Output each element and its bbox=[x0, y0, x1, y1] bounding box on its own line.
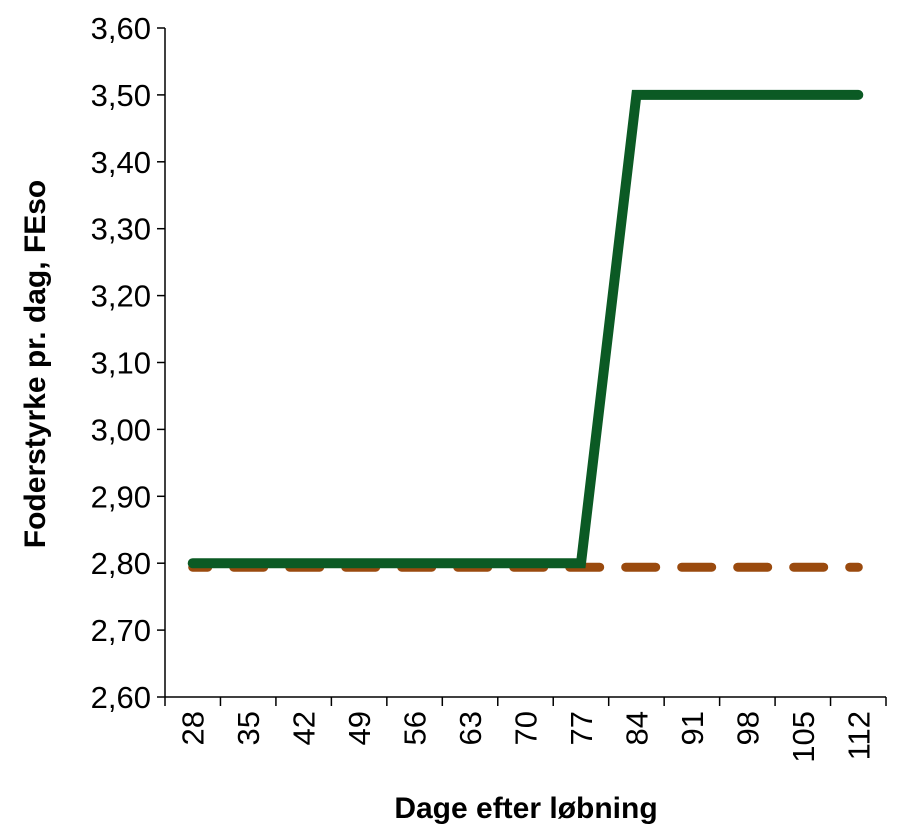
x-tick-label: 91 bbox=[675, 711, 710, 745]
y-tick-label: 3,60 bbox=[91, 11, 151, 46]
y-tick-label: 2,70 bbox=[91, 613, 151, 648]
y-tick-label: 2,60 bbox=[91, 680, 151, 715]
x-tick-label: 70 bbox=[509, 711, 544, 745]
x-tick-label: 49 bbox=[342, 711, 377, 745]
x-tick-label: 98 bbox=[730, 711, 765, 745]
y-tick-label: 2,80 bbox=[91, 546, 151, 581]
y-axis: 2,60 2,70 2,80 2,90 3,00 3,10 3,20 3,30 3,40 3,50… bbox=[91, 11, 166, 715]
y-tick-label: 3,00 bbox=[91, 412, 151, 447]
y-tick-label: 3,20 bbox=[91, 279, 151, 314]
x-tick-label: 63 bbox=[453, 711, 488, 745]
x-tick-label: 105 bbox=[786, 711, 821, 763]
y-tick-label: 2,90 bbox=[91, 479, 151, 514]
x-tick-label: 42 bbox=[287, 711, 322, 745]
y-tick-label: 3,30 bbox=[91, 212, 151, 247]
x-axis-title: Dage efter løbning bbox=[394, 792, 657, 825]
x-tick-label: 84 bbox=[619, 711, 654, 745]
x-axis: 28 35 42 49 56 63 70 77 84 91 98 105 112 bbox=[164, 696, 887, 763]
y-tick-label: 3,50 bbox=[91, 78, 151, 113]
y-tick-label: 3,40 bbox=[91, 145, 151, 180]
solid-series-line bbox=[187, 89, 864, 569]
series-layer bbox=[187, 89, 864, 572]
y-axis-title: Foderstyrke pr. dag, FEso bbox=[19, 180, 52, 548]
x-tick-label: 28 bbox=[176, 711, 211, 745]
x-tick-label: 112 bbox=[841, 711, 876, 760]
y-tick-label: 3,10 bbox=[91, 346, 151, 381]
x-tick-label: 77 bbox=[564, 711, 599, 745]
x-tick-label: 35 bbox=[231, 711, 266, 745]
x-tick-label: 56 bbox=[398, 711, 433, 745]
